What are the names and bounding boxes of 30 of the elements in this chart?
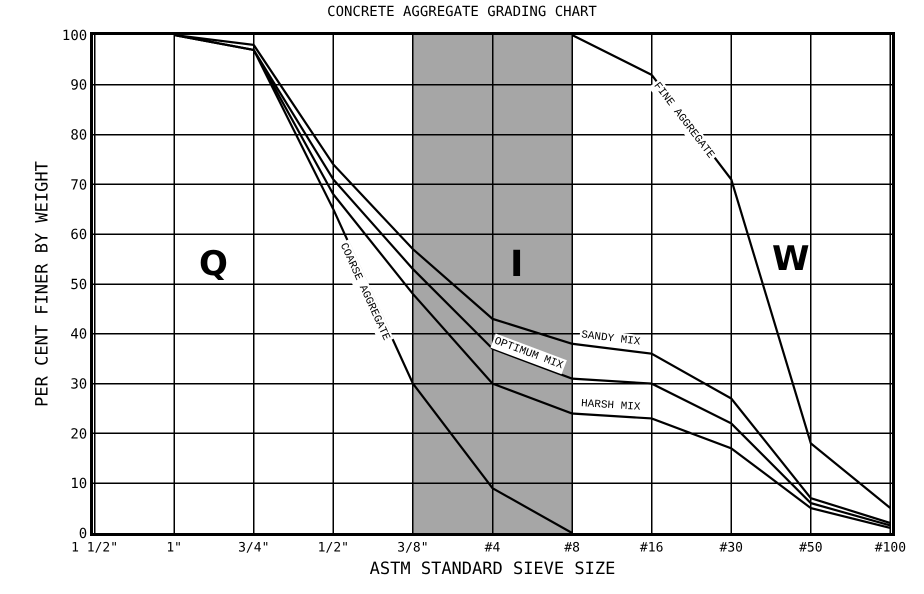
annotation: Q <box>199 244 228 284</box>
x-tick-label: 1 1/2" <box>71 540 118 556</box>
x-tick-label: 3/8" <box>397 540 429 556</box>
y-tick-label: 60 <box>70 227 88 244</box>
annotation: SANDY MIX <box>580 329 642 349</box>
x-tick-label: #30 <box>720 540 743 556</box>
annotation: W <box>772 239 810 279</box>
y-axis-title: PER CENT FINER BY WEIGHT <box>32 161 52 407</box>
y-tick-label: 20 <box>70 426 88 442</box>
x-tick-label: #16 <box>640 540 664 556</box>
y-tick-label: 10 <box>70 476 88 492</box>
x-tick-label: #8 <box>564 540 580 556</box>
y-tick-label: 70 <box>70 177 88 194</box>
band-label: I <box>510 244 524 285</box>
y-tick-label: 80 <box>70 128 88 144</box>
x-tick-label: 1" <box>166 540 182 556</box>
x-tick-label: 3/4" <box>238 540 270 556</box>
x-tick-label: #4 <box>484 540 500 556</box>
x-tick-label: #100 <box>874 540 906 556</box>
annotation: HARSH MIX <box>580 398 642 414</box>
x-tick-label: #50 <box>799 540 823 556</box>
y-tick-label: 90 <box>70 78 88 94</box>
x-axis-title: ASTM STANDARD SIEVE SIZE <box>370 559 616 579</box>
y-tick-label: 50 <box>70 276 88 293</box>
y-tick-label: 0 <box>78 526 88 542</box>
x-tick-label: 1/2" <box>318 540 349 556</box>
y-tick-label: 30 <box>70 376 88 392</box>
y-tick-label: 40 <box>70 326 88 343</box>
y-tick-label: 100 <box>62 28 88 44</box>
chart-title: CONCRETE AGGREGATE GRADING CHART <box>327 4 598 20</box>
